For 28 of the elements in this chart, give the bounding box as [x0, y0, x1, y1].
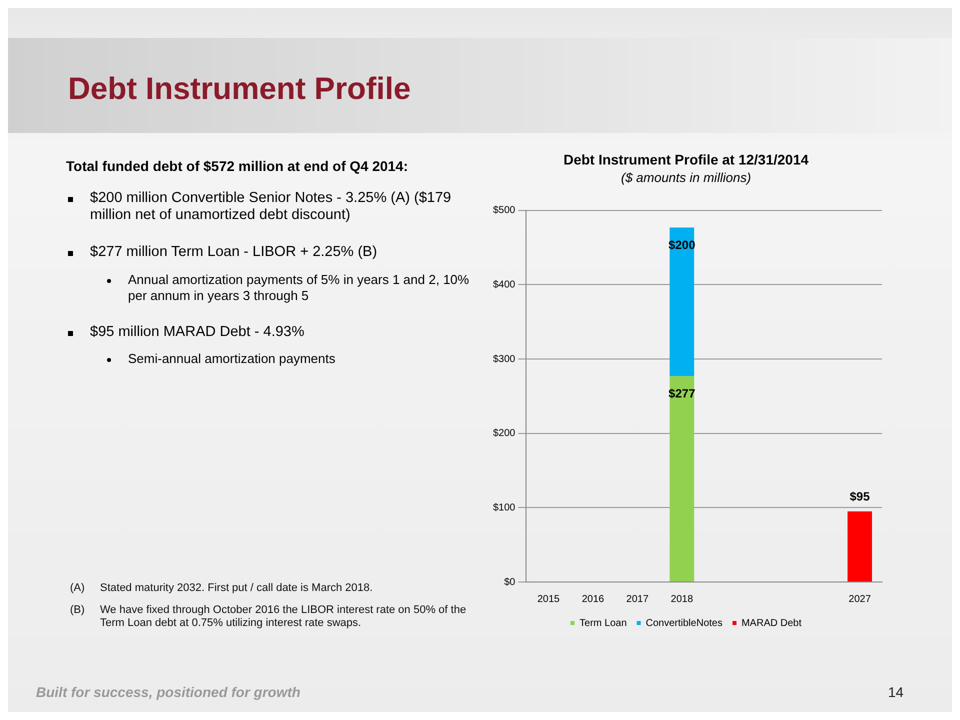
y-tick-label: $400 — [492, 279, 516, 290]
text: (A) Stated maturity 2032. First put / call date is March 2018. — [70, 582, 373, 594]
y-tick-label: $0 — [504, 576, 516, 588]
data-label: $95 — [850, 490, 870, 504]
x-tick-label: 2017 — [626, 594, 649, 605]
text: Annual amortization payments of 5% in years 1 and 2, 10% per annum in years 3 through 5 — [128, 272, 470, 304]
text: Semi-annual amortization payments — [128, 351, 336, 367]
text: $277 million Term Loan - LIBOR + 2.25% (B) — [90, 244, 378, 262]
text: Total funded debt of $572 million at end of Q4 2014: — [66, 158, 410, 175]
text: 14 — [888, 684, 905, 701]
chart-subtitle: ($ amounts in millions) — [620, 170, 752, 186]
y-tick-label: $300 — [492, 354, 516, 365]
y-tick-label: $500 — [492, 205, 516, 216]
text: (B) We have fixed through October 2016 the LIBOR interest rate on 50% of the Term Loan debt at 0.75% utilizing interest rate swaps. — [70, 604, 466, 630]
legend-label: ConvertibleNotes — [646, 618, 722, 629]
text: $95 million MARAD Debt - 4.93% — [90, 324, 304, 342]
x-tick-label: 2015 — [537, 594, 560, 605]
x-tick-label: 2016 — [582, 594, 605, 605]
text: $200 million Convertible Senior Notes - 3.25% (A) ($179 million net of unamortized debt discount) — [90, 190, 452, 225]
text: Built for success, positioned for growth — [36, 684, 302, 701]
y-tick-label: $200 — [492, 428, 516, 440]
x-tick-label: 2018 — [670, 594, 694, 605]
legend-label: Term Loan — [580, 618, 627, 629]
text: Debt Instrument Profile — [68, 70, 412, 108]
chart-title: Debt Instrument Profile at 12/31/2014 — [563, 151, 809, 168]
y-tick-label: $100 — [492, 502, 516, 514]
x-tick-label: 2027 — [848, 594, 872, 605]
legend-label: MARAD Debt — [741, 618, 802, 629]
